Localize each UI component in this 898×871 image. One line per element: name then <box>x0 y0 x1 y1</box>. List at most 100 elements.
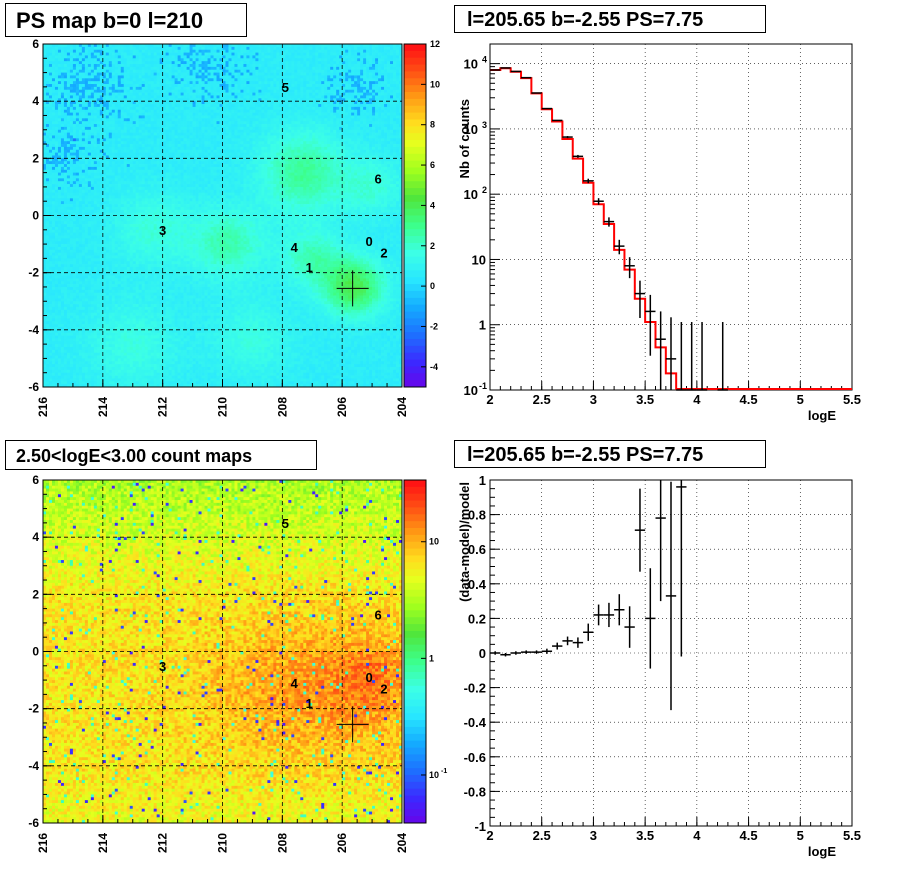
source-label-3: 3 <box>159 659 166 674</box>
data-point <box>645 294 656 356</box>
residual-point <box>531 650 542 654</box>
colorbar-tick-label: 10 <box>429 537 439 547</box>
colorbar <box>404 44 426 388</box>
data-point <box>583 178 594 184</box>
colorbar-tick-label: 2 <box>430 241 435 251</box>
colorbar-tick-label: 1 <box>429 653 434 663</box>
y-tick-label: 0.8 <box>468 508 486 523</box>
x-tick-label: 3 <box>590 392 597 407</box>
y-tick-label: 0 <box>32 645 39 659</box>
x-tick-label: 2.5 <box>533 392 551 407</box>
count-map-title: 2.50<logE<3.00 count maps <box>5 440 317 470</box>
colorbar-frame <box>403 479 427 824</box>
data-point <box>603 217 615 227</box>
source-label-4: 4 <box>291 676 299 691</box>
residual-point <box>624 606 635 648</box>
y-axis-label: (data-model)/model <box>457 482 472 602</box>
data-point <box>676 322 687 391</box>
colorbar-tick-label: 10 <box>429 770 439 780</box>
y-tick-label: 2 <box>32 587 39 601</box>
source-label-1: 1 <box>306 696 313 711</box>
x-tick-label: 214 <box>96 833 110 853</box>
x-tick-label: 216 <box>36 833 50 853</box>
y-tick-label: 10 <box>472 252 486 267</box>
data-point <box>624 257 635 279</box>
y-tick-label: -1 <box>474 819 486 834</box>
y-tick-label: 4 <box>32 94 39 108</box>
y-tick-label: -0.8 <box>464 784 486 799</box>
data-point <box>562 136 573 139</box>
residual-point <box>552 642 563 650</box>
y-tick-exponent: 3 <box>482 120 487 130</box>
source-label-2: 2 <box>380 682 387 697</box>
x-tick-label: 4.5 <box>740 392 758 407</box>
source-label-5: 5 <box>282 80 289 95</box>
x-tick-label: 4.5 <box>740 828 758 843</box>
colorbar-tick-label: -2 <box>430 321 438 331</box>
x-tick-label: 208 <box>275 397 289 417</box>
data-point <box>572 154 584 158</box>
y-tick-label: -4 <box>28 759 39 773</box>
y-tick-exponent: 4 <box>482 55 487 65</box>
x-tick-label: 208 <box>275 833 289 853</box>
source-label-6: 6 <box>374 607 381 622</box>
data-point <box>593 198 604 205</box>
x-tick-label: 204 <box>395 833 409 853</box>
count-map-cells <box>43 480 403 824</box>
x-tick-label: 3.5 <box>636 392 654 407</box>
x-tick-label: 2 <box>486 392 493 407</box>
x-tick-label: 3 <box>590 828 597 843</box>
x-tick-label: 5 <box>797 828 804 843</box>
ps-map-title: PS map b=0 l=210 <box>5 3 247 37</box>
x-axis-label: logE <box>808 408 836 423</box>
y-tick-label: 10 <box>464 122 478 137</box>
colorbar-frame <box>403 43 427 388</box>
y-tick-label: -2 <box>28 266 39 280</box>
colorbar-tick-label: 0 <box>430 281 435 291</box>
y-tick-label: 10 <box>464 187 478 202</box>
y-tick-label: 10 <box>464 57 478 72</box>
y-tick-label: 2 <box>32 151 39 165</box>
x-tick-label: 3.5 <box>636 828 654 843</box>
data-point <box>634 280 646 319</box>
residual-point <box>634 488 646 572</box>
data-point <box>686 322 697 391</box>
x-tick-label: 4 <box>693 392 701 407</box>
residual-point <box>490 651 501 655</box>
y-tick-label: 0.6 <box>468 542 486 557</box>
x-tick-label: 5.5 <box>843 828 861 843</box>
y-tick-label: 0 <box>32 209 39 223</box>
data-point <box>717 322 728 391</box>
colorbar-tick-label: 10 <box>430 79 440 89</box>
data-point <box>655 311 666 390</box>
x-tick-label: 206 <box>335 397 349 417</box>
source-label-0: 0 <box>365 670 372 685</box>
spectrum-title: l=205.65 b=-2.55 PS=7.75 <box>454 5 766 33</box>
source-label-5: 5 <box>282 516 289 531</box>
source-label-6: 6 <box>374 171 381 186</box>
y-tick-label: 6 <box>32 473 39 487</box>
y-tick-label: -4 <box>28 323 39 337</box>
residual-point <box>583 623 594 641</box>
x-tick-label: 2 <box>486 828 493 843</box>
x-tick-label: 204 <box>395 397 409 417</box>
residual-point <box>562 636 573 646</box>
x-tick-label: 210 <box>216 397 230 417</box>
y-axis-label: Nb of counts <box>457 99 472 178</box>
residual-point <box>593 604 604 626</box>
x-tick-label: 4 <box>693 828 701 843</box>
source-label-0: 0 <box>365 234 372 249</box>
y-tick-label: -0.4 <box>464 715 487 730</box>
colorbar-tick-label: 6 <box>430 160 435 170</box>
y-tick-label: -0.2 <box>464 681 486 696</box>
colorbar-tick-label: 8 <box>430 120 435 130</box>
x-tick-label: 5 <box>797 392 804 407</box>
residual-point <box>500 653 511 657</box>
x-tick-label: 210 <box>216 833 230 853</box>
x-axis-label: logE <box>808 844 836 859</box>
source-label-4: 4 <box>291 240 299 255</box>
y-tick-label: 1 <box>479 473 486 488</box>
y-tick-label: 1 <box>479 318 486 333</box>
residual-point <box>655 480 666 602</box>
residual-point <box>521 650 532 654</box>
